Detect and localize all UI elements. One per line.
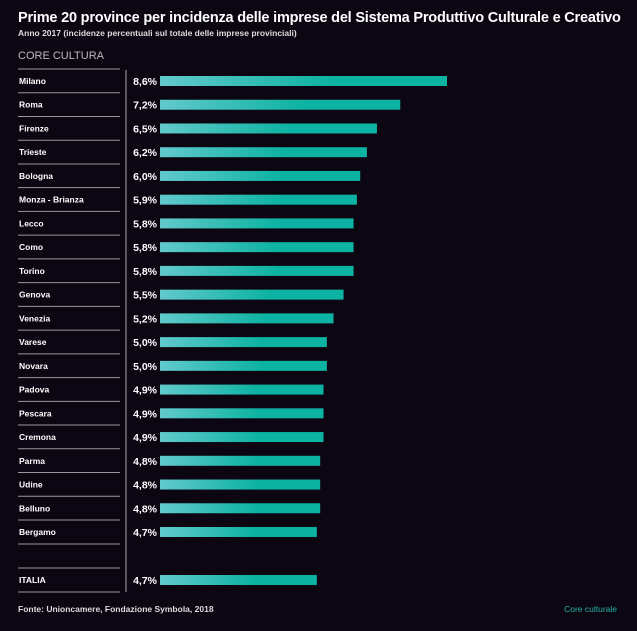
bar (160, 455, 321, 466)
value-label: 4,8% (133, 503, 158, 515)
category-label: Udine (19, 480, 43, 490)
category-label: Parma (19, 456, 45, 466)
category-label: Como (19, 242, 43, 252)
bar (160, 218, 354, 229)
value-label: 4,7% (133, 575, 158, 587)
value-label: 5,5% (133, 290, 158, 302)
value-label: 5,8% (133, 266, 158, 278)
value-label: 6,2% (133, 147, 158, 159)
category-label: Varese (19, 337, 47, 347)
value-label: 4,9% (133, 385, 158, 397)
category-label: Torino (19, 266, 45, 276)
value-label: 5,9% (133, 195, 158, 207)
bar (160, 432, 324, 443)
section-label: CORE CULTURA (18, 50, 104, 62)
category-label: Venezia (19, 313, 50, 323)
category-label: Lecco (19, 218, 44, 228)
value-label: 8,6% (133, 76, 158, 88)
bar (160, 479, 321, 490)
value-label: 6,5% (133, 123, 158, 135)
category-label: Novara (19, 361, 48, 371)
category-label: Firenze (19, 123, 49, 133)
bar (160, 170, 361, 181)
bar (160, 503, 321, 514)
category-label: Trieste (19, 147, 47, 157)
category-label: Milano (19, 76, 46, 86)
source-note: Fonte: Unioncamere, Fondazione Symbola, … (18, 604, 214, 614)
category-label: Monza - Brianza (19, 195, 84, 205)
chart-title: Prime 20 province per incidenza delle im… (18, 10, 621, 26)
bar (160, 147, 367, 158)
value-label: 5,0% (133, 361, 158, 373)
value-label: 4,8% (133, 456, 158, 468)
category-label: Padova (19, 385, 50, 395)
bar (160, 408, 324, 419)
value-label: 5,8% (133, 242, 158, 254)
value-label: 6,0% (133, 171, 158, 183)
bar (160, 123, 377, 134)
value-label: 7,2% (133, 100, 158, 112)
bar (160, 384, 324, 395)
bar (160, 575, 317, 585)
footer-tag: Core culturale (564, 604, 617, 614)
value-label: 4,8% (133, 480, 158, 492)
chart-subtitle: Anno 2017 (incidenze percentuali sul tot… (18, 28, 297, 38)
value-label: 4,7% (133, 527, 158, 539)
category-label: Bologna (19, 171, 53, 181)
bar (160, 194, 357, 205)
bar (160, 99, 401, 110)
bar (160, 265, 354, 276)
category-label: Genova (19, 290, 50, 300)
bar (160, 360, 327, 371)
category-label: Bergamo (19, 527, 56, 537)
value-label: 5,8% (133, 218, 158, 230)
value-label: 4,9% (133, 432, 158, 444)
category-label: Cremona (19, 432, 56, 442)
category-label: Roma (19, 100, 43, 110)
value-label: 5,2% (133, 313, 158, 325)
category-label: Pescara (19, 408, 52, 418)
category-label: Belluno (19, 503, 50, 513)
value-label: 4,9% (133, 408, 158, 420)
bar (160, 242, 354, 253)
value-label: 5,0% (133, 337, 158, 349)
bar (160, 289, 344, 300)
bar (160, 527, 317, 537)
category-label: ITALIA (19, 575, 46, 585)
bar (160, 313, 334, 324)
bar (160, 337, 327, 348)
bar (160, 76, 447, 86)
